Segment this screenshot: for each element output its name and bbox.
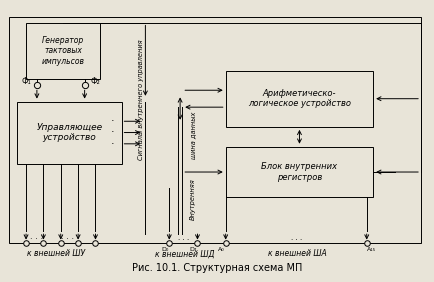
Text: Арифметическо-
логическое устройство: Арифметическо- логическое устройство — [248, 89, 351, 108]
Text: ·: · — [111, 127, 115, 138]
Text: Блок внутренних
регистров: Блок внутренних регистров — [261, 162, 338, 182]
Text: A₀: A₀ — [218, 247, 225, 252]
Text: Рис. 10.1. Структурная схема МП: Рис. 10.1. Структурная схема МП — [132, 263, 302, 273]
Text: к внешней ША: к внешней ША — [268, 249, 327, 258]
Bar — [17, 102, 122, 164]
Bar — [226, 147, 373, 197]
Text: ·: · — [111, 116, 115, 126]
Text: к внешней ШД: к внешней ШД — [155, 249, 214, 258]
Text: D₀: D₀ — [161, 247, 168, 252]
Text: Управляющее
устройство: Управляющее устройство — [36, 123, 102, 142]
Text: к внешней ШУ: к внешней ШУ — [27, 249, 85, 258]
Text: ·: · — [111, 139, 115, 149]
Text: D₇: D₇ — [190, 247, 197, 252]
Text: · · ·: · · · — [178, 237, 189, 243]
Text: Генератор
тактовых
импульсов: Генератор тактовых импульсов — [41, 36, 85, 66]
Text: Сигналы внутреннего управления: Сигналы внутреннего управления — [138, 40, 144, 160]
Text: Ф₁: Ф₁ — [21, 77, 31, 86]
Bar — [9, 17, 421, 243]
Bar — [226, 70, 373, 127]
Text: · · ·: · · · — [30, 235, 43, 244]
Text: шина данных: шина данных — [190, 112, 196, 159]
Text: · · ·: · · · — [291, 237, 302, 243]
Text: A₁₅: A₁₅ — [366, 247, 376, 252]
Text: · · ·: · · · — [61, 235, 74, 244]
Text: Внутренняя: Внутренняя — [190, 178, 196, 220]
Text: Ф₂: Ф₂ — [91, 77, 100, 86]
Bar — [26, 23, 100, 79]
